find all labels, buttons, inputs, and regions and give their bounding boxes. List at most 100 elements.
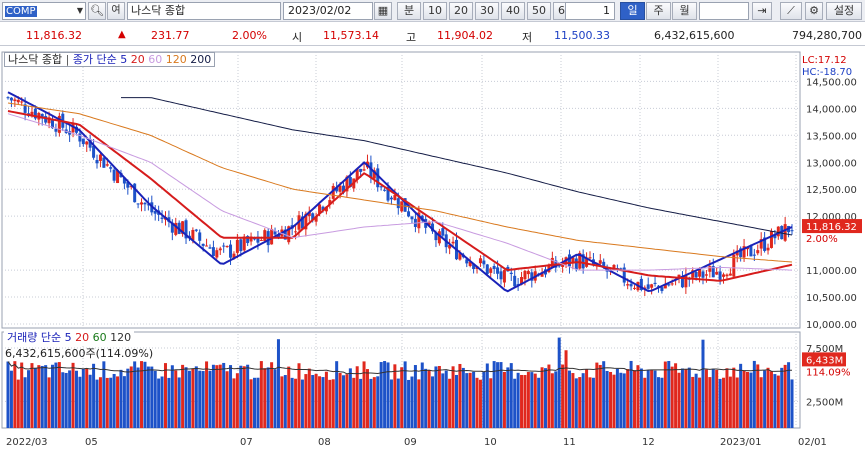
settings-button[interactable]: 설정 bbox=[826, 2, 862, 20]
period-button-50[interactable]: 50 bbox=[527, 2, 551, 20]
blank-input[interactable] bbox=[699, 2, 749, 20]
candle-body bbox=[88, 139, 92, 148]
volume-bar bbox=[383, 361, 387, 428]
candle-body bbox=[170, 222, 174, 233]
interval-button-week[interactable]: 주 bbox=[646, 2, 671, 20]
period-button-40[interactable]: 40 bbox=[501, 2, 525, 20]
candle-body bbox=[485, 264, 489, 274]
volume-bar bbox=[98, 377, 102, 428]
price-tick-label: 13,500.00 bbox=[806, 131, 857, 142]
symbol-suffix-button[interactable]: 여 bbox=[107, 2, 125, 20]
candle-body bbox=[270, 228, 274, 245]
candle-body bbox=[769, 231, 773, 248]
volume-bar bbox=[20, 362, 24, 428]
period-button-30[interactable]: 30 bbox=[475, 2, 499, 20]
volume-bar bbox=[294, 378, 298, 428]
volume-bar bbox=[119, 369, 123, 428]
ma-legend-200: 200 bbox=[186, 53, 212, 66]
calendar-icon[interactable]: ▦ bbox=[374, 2, 392, 20]
volume-bar bbox=[116, 376, 120, 428]
volume-bar bbox=[6, 361, 10, 428]
volume-bar bbox=[246, 364, 250, 428]
candle-body bbox=[465, 259, 469, 264]
volume-bar bbox=[33, 367, 37, 428]
search-icon[interactable]: 🔍︎ bbox=[88, 2, 106, 20]
volume-bar bbox=[170, 365, 174, 428]
volume-bar bbox=[324, 371, 328, 428]
volume-bar bbox=[290, 377, 294, 428]
volume-value: 6,432,615,600 bbox=[654, 29, 735, 42]
price-legend-name: 나스닥 종합 bbox=[8, 53, 63, 66]
candle-body bbox=[218, 248, 222, 251]
volume-bar bbox=[112, 373, 116, 428]
symbol-code-input[interactable]: COMP ▼ bbox=[2, 2, 86, 20]
chevron-down-icon[interactable]: ▼ bbox=[76, 6, 83, 15]
volume-bar bbox=[335, 361, 339, 428]
tick-scroll-icon[interactable]: ⇥ bbox=[752, 2, 772, 20]
candle-body bbox=[540, 272, 544, 277]
volume-bar bbox=[198, 370, 202, 428]
quote-bar: 11,816.32 ▲ 231.77 2.00% 시 11,573.14 고 1… bbox=[0, 26, 865, 46]
ma-legend-60: 60 bbox=[144, 53, 163, 66]
candle-body bbox=[643, 287, 647, 289]
x-axis-label: 08 bbox=[318, 437, 331, 448]
candle-body bbox=[602, 261, 606, 268]
candle-body bbox=[239, 239, 243, 252]
gear-icon[interactable]: ⚙ bbox=[805, 2, 823, 20]
volume-bar bbox=[184, 367, 188, 428]
volume-bar bbox=[44, 365, 48, 428]
toolbar: COMP ▼ 🔍︎ 여 나스닥 종합 2023/02/02 ▦ 분 10 20 30 4… bbox=[0, 0, 865, 22]
volume-bar bbox=[71, 362, 75, 428]
interval-button-month[interactable]: 월 bbox=[672, 2, 697, 20]
volume-bar bbox=[427, 370, 431, 428]
volume-bar bbox=[769, 371, 773, 428]
volume-bar bbox=[136, 367, 140, 428]
candle-body bbox=[51, 119, 55, 129]
amount-value: 794,280,700 bbox=[792, 29, 862, 42]
period-button-10[interactable]: 10 bbox=[423, 2, 447, 20]
volume-bar bbox=[670, 366, 674, 428]
candle-body bbox=[691, 270, 695, 278]
volume-bar bbox=[752, 360, 756, 428]
volume-bar bbox=[602, 361, 606, 428]
volume-bar bbox=[629, 360, 633, 428]
candle-body bbox=[698, 268, 702, 277]
volume-bar bbox=[314, 373, 318, 428]
volume-bar bbox=[766, 367, 770, 428]
high-price: 11,904.02 bbox=[437, 29, 493, 42]
volume-bar bbox=[680, 368, 684, 428]
date-input[interactable]: 2023/02/02 bbox=[283, 2, 373, 20]
volume-bar bbox=[280, 376, 284, 428]
candle-body bbox=[441, 228, 445, 236]
volume-bar bbox=[54, 362, 58, 428]
volume-bar bbox=[701, 339, 705, 428]
volume-bar bbox=[431, 376, 435, 428]
chart-tool-icon[interactable]: ⟋ bbox=[780, 2, 802, 20]
volume-bar bbox=[639, 368, 643, 428]
last-price-tag-bg bbox=[802, 219, 862, 234]
volume-legend-name: 거래량 bbox=[7, 331, 38, 344]
candle-body bbox=[276, 234, 280, 238]
candle-body bbox=[57, 115, 61, 133]
candle-body bbox=[739, 248, 743, 258]
volume-bar bbox=[61, 372, 65, 428]
up-triangle-icon: ▲ bbox=[118, 29, 126, 40]
page-count-input[interactable]: 1 bbox=[565, 2, 615, 20]
candle-body bbox=[407, 211, 411, 217]
ma-line-5 bbox=[7, 91, 793, 293]
candle-body bbox=[448, 245, 452, 249]
lc-label: LC:17.12 bbox=[802, 55, 847, 66]
interval-button-day[interactable]: 일 bbox=[620, 2, 645, 20]
ma-line-20 bbox=[7, 110, 793, 282]
volume-bar bbox=[252, 377, 256, 428]
period-button-20[interactable]: 20 bbox=[449, 2, 473, 20]
volume-bar bbox=[78, 376, 82, 428]
ma-legend-120: 120 bbox=[162, 53, 187, 66]
price-volume-chart[interactable]: 14,500.00 14,000.00 13,500.00 13,000.00 12,5… bbox=[0, 48, 865, 452]
candle-body bbox=[232, 253, 236, 259]
price-panel-frame bbox=[1, 51, 801, 329]
candle-body bbox=[242, 236, 246, 251]
period-button-분[interactable]: 분 bbox=[397, 2, 421, 20]
volume-bar bbox=[122, 376, 126, 428]
volume-bar bbox=[300, 379, 304, 428]
